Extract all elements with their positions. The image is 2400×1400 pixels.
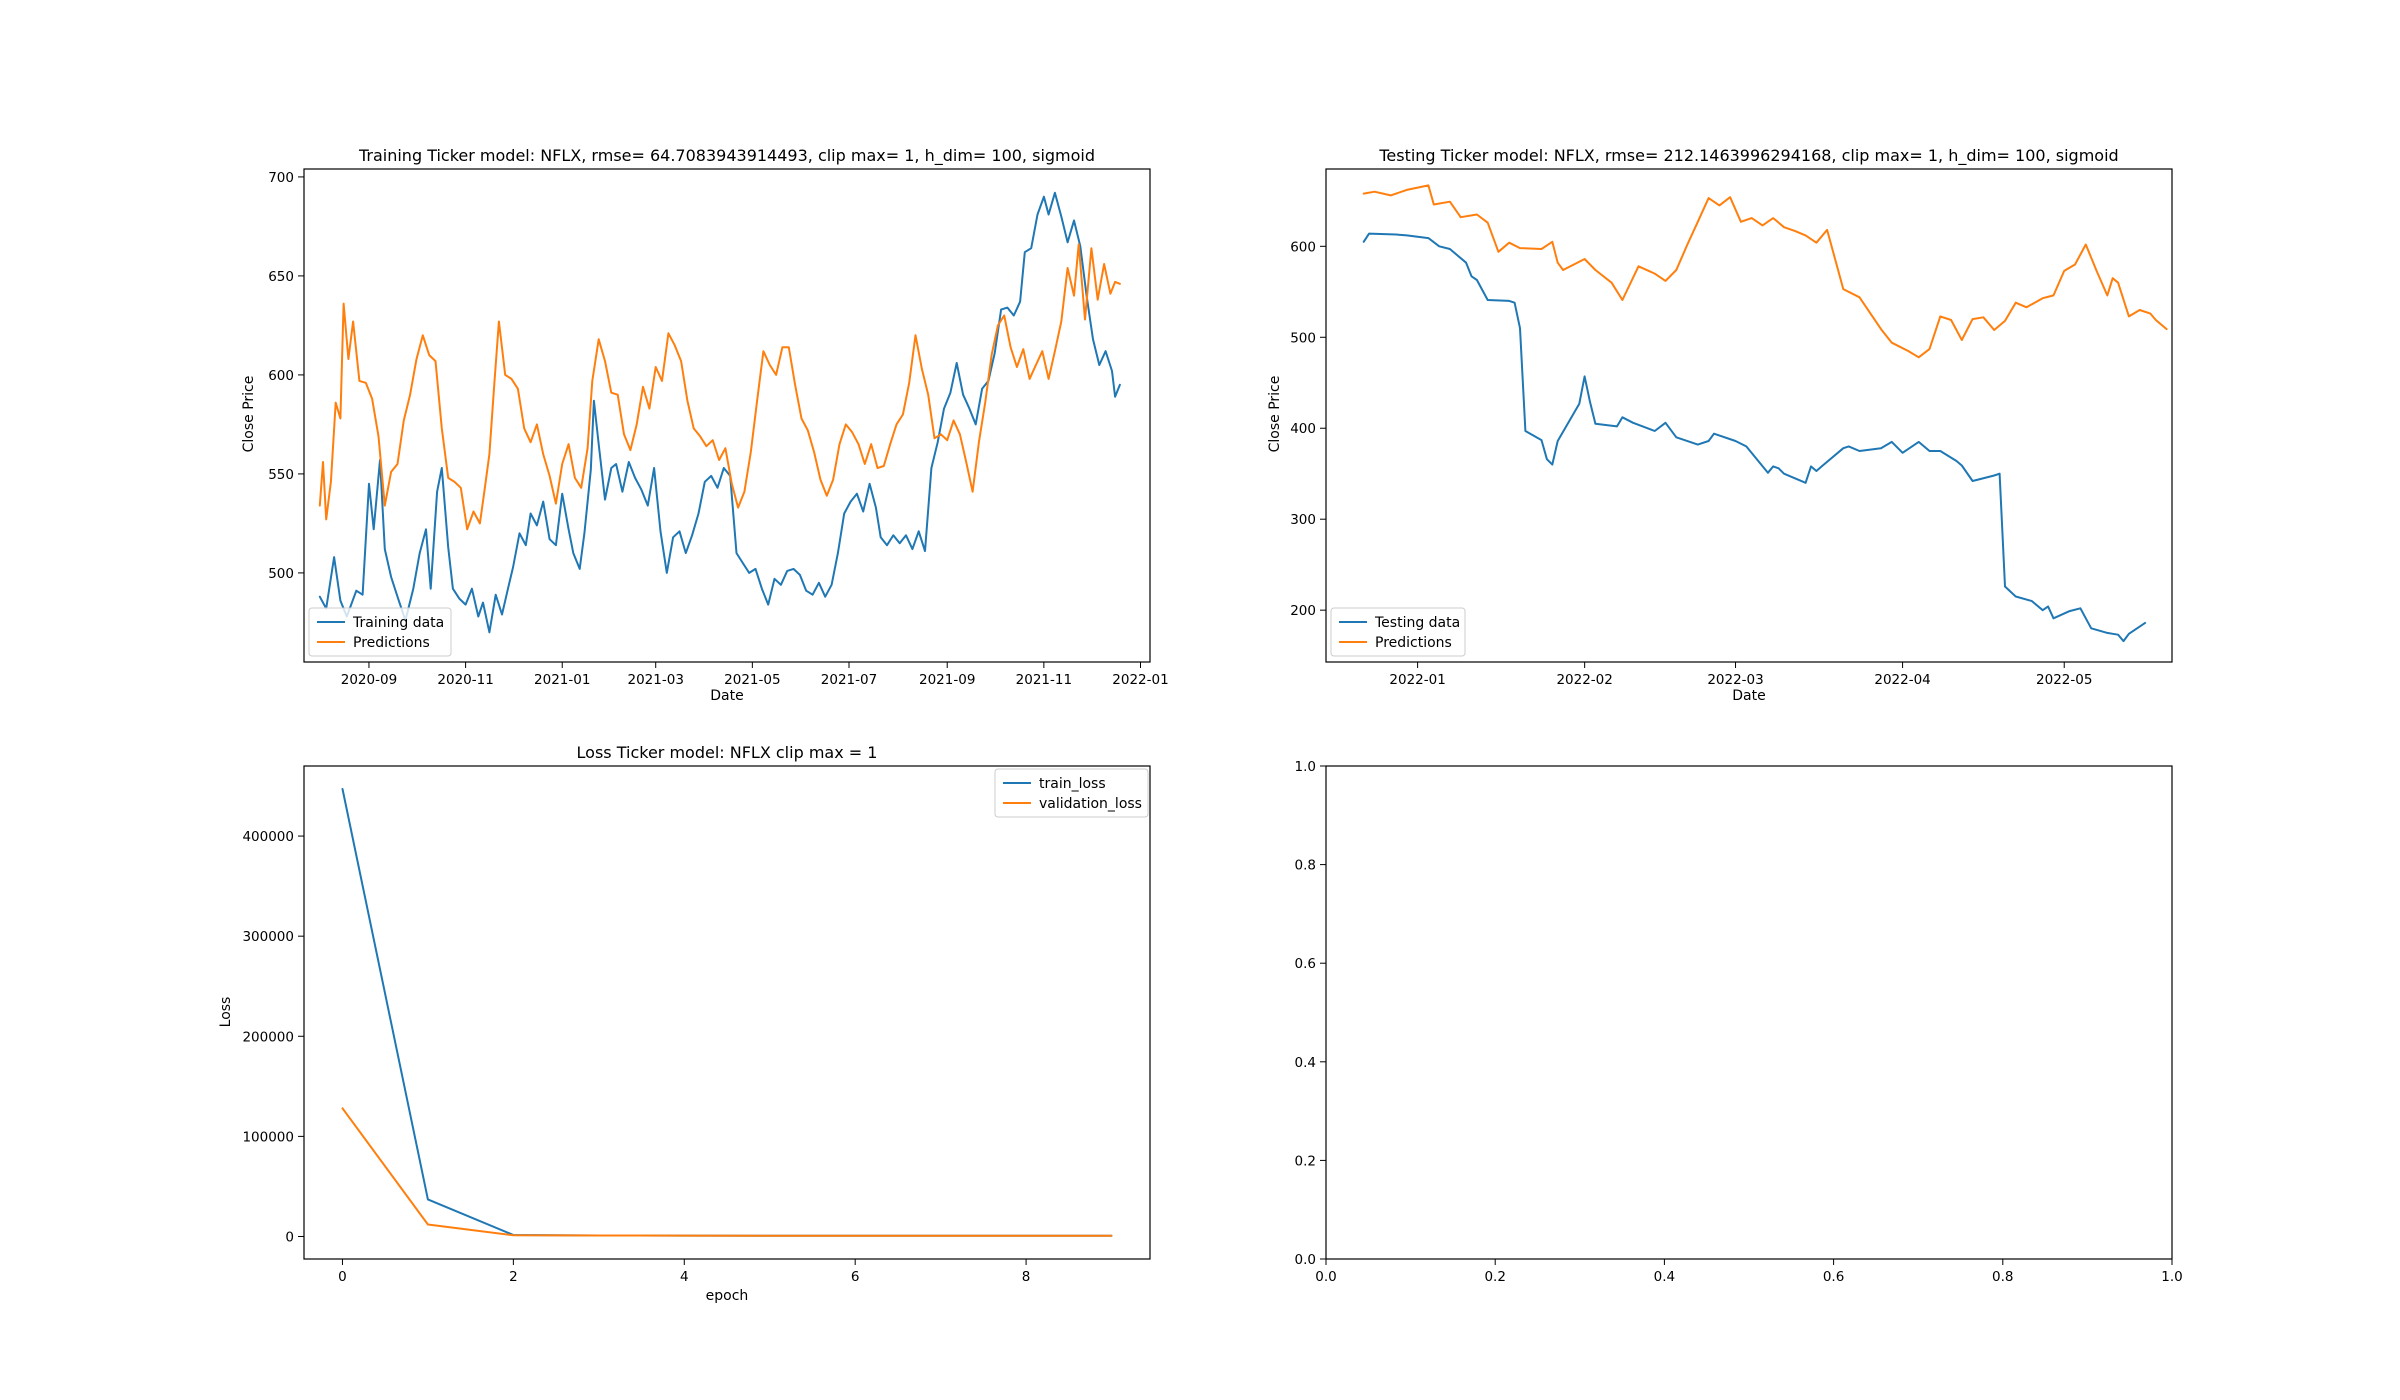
loss-chart: Loss Ticker model: NFLX clip max = 1 epo…	[218, 743, 1151, 1304]
y-tick-label: 300	[1290, 512, 1316, 528]
x-tick-label: 0.6	[1823, 1269, 1844, 1285]
legend-label-predictions: Predictions	[1375, 635, 1452, 651]
x-tick-label: 2022-04	[1874, 672, 1930, 688]
y-tick-label: 1.0	[1295, 759, 1316, 775]
x-tick-label: 8	[1022, 1269, 1031, 1285]
y-axis-label: Loss	[218, 997, 234, 1028]
axes-frame	[303, 765, 1151, 1260]
x-tick-label: 1.0	[2161, 1269, 2182, 1285]
empty-chart: 0.0 0.2 0.4 0.6 0.8 1.0 0.0 0.2 0.4 0.6 0.8 1.0	[1295, 759, 2183, 1285]
x-tick-label: 2022-03	[1707, 672, 1763, 688]
x-tick-label: 4	[680, 1269, 689, 1285]
axes-frame	[1325, 168, 2173, 663]
y-tick-label: 0.4	[1295, 1055, 1316, 1071]
x-tick-label: 2	[509, 1269, 518, 1285]
chart-title: Testing Ticker model: NFLX, rmse= 212.14…	[1378, 146, 2118, 166]
y-tick-label: 500	[1290, 330, 1316, 346]
x-axis-label: epoch	[706, 1288, 749, 1304]
chart-title: Loss Ticker model: NFLX clip max = 1	[577, 743, 878, 762]
legend: Training data Predictions	[308, 607, 452, 657]
y-tick-label: 600	[268, 368, 294, 384]
x-tick-label: 2021-11	[1016, 672, 1072, 688]
series-line-testing-data	[1362, 232, 2147, 643]
y-tick-label: 0.2	[1295, 1153, 1316, 1169]
x-tick-label: 2021-03	[628, 672, 684, 688]
x-tick-label: 2022-02	[1556, 672, 1612, 688]
plot-area	[318, 191, 1121, 634]
training-chart: Training Ticker model: NFLX, rmse= 64.70…	[241, 146, 1169, 704]
legend-box	[994, 768, 1149, 818]
x-tick-label: 2022-01	[1112, 672, 1168, 688]
y-tick-label: 400	[1290, 421, 1316, 437]
y-tick-label: 500	[268, 566, 294, 582]
series-line-predictions	[318, 243, 1121, 531]
x-tick-label: 2020-09	[341, 672, 397, 688]
x-tick-label: 2021-01	[534, 672, 590, 688]
legend-box	[308, 607, 452, 657]
y-tick-label: 0.8	[1295, 858, 1316, 874]
plot-area	[341, 788, 1113, 1237]
series-line-predictions	[1362, 184, 2168, 359]
y-tick-label: 0	[285, 1229, 294, 1245]
x-tick-label: 2021-07	[821, 672, 877, 688]
legend: train_loss validation_loss	[994, 768, 1149, 818]
chart-title: Training Ticker model: NFLX, rmse= 64.70…	[358, 146, 1095, 166]
y-tick-label: 200000	[242, 1029, 294, 1045]
y-tick-label: 650	[268, 269, 294, 285]
testing-chart: Testing Ticker model: NFLX, rmse= 212.14…	[1267, 146, 2173, 704]
x-tick-label: 2021-05	[724, 672, 780, 688]
x-tick-label: 0.8	[1992, 1269, 2013, 1285]
plot-area	[1362, 184, 2168, 643]
x-tick-label: 0.4	[1654, 1269, 1675, 1285]
y-tick-label: 700	[268, 170, 294, 186]
y-tick-label: 600	[1290, 239, 1316, 255]
series-line-training-data	[318, 191, 1121, 634]
legend: Testing data Predictions	[1330, 607, 1466, 657]
y-tick-label: 400000	[242, 829, 294, 845]
series-line-validation-loss	[341, 1107, 1113, 1237]
legend-box	[1330, 607, 1466, 657]
y-tick-label: 200	[1290, 603, 1316, 619]
x-tick-label: 2022-01	[1389, 672, 1445, 688]
axes-frame	[303, 168, 1151, 663]
legend-label-validation-loss: validation_loss	[1039, 796, 1142, 812]
x-tick-label: 2022-05	[2036, 672, 2092, 688]
legend-label-training-data: Training data	[352, 615, 444, 631]
x-tick-label: 0	[338, 1269, 347, 1285]
y-tick-label: 0.0	[1295, 1252, 1316, 1268]
legend-label-predictions: Predictions	[353, 635, 430, 651]
axes-frame	[1325, 765, 2173, 1260]
x-tick-label: 6	[851, 1269, 860, 1285]
y-tick-label: 300000	[242, 929, 294, 945]
y-axis-label: Close Price	[1267, 376, 1283, 453]
x-axis-label: Date	[710, 688, 743, 704]
x-axis-label: Date	[1732, 688, 1765, 704]
x-tick-label: 2020-11	[437, 672, 493, 688]
x-tick-label: 0.0	[1315, 1269, 1336, 1285]
y-axis-label: Close Price	[241, 376, 257, 453]
y-tick-label: 100000	[242, 1129, 294, 1145]
x-tick-label: 0.2	[1484, 1269, 1505, 1285]
x-tick-label: 2021-09	[919, 672, 975, 688]
legend-label-testing-data: Testing data	[1374, 615, 1460, 631]
legend-label-train-loss: train_loss	[1039, 776, 1106, 792]
y-tick-label: 550	[268, 467, 294, 483]
y-tick-label: 0.6	[1295, 956, 1316, 972]
